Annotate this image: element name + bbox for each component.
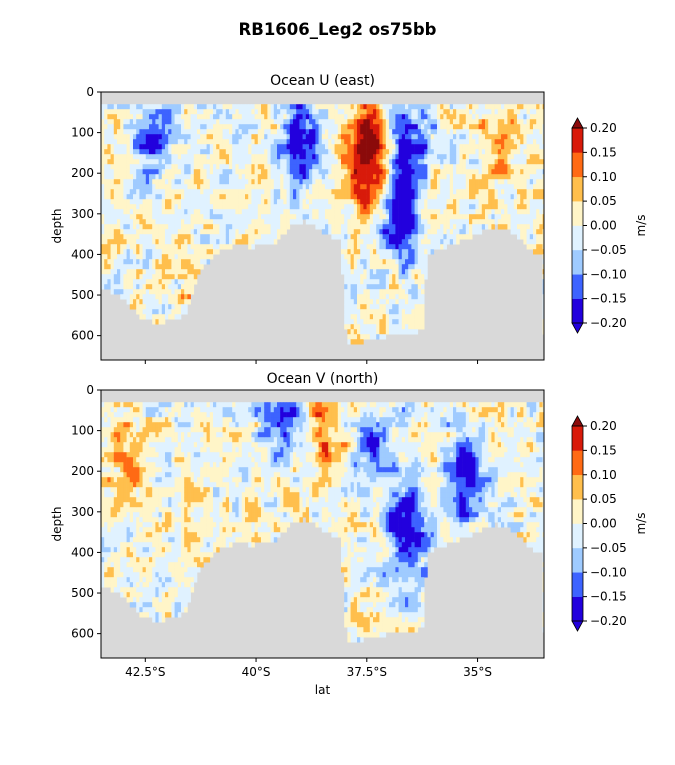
- colorbar-tick-label: −0.15: [590, 292, 627, 306]
- colorbar-tick-label: 0.05: [590, 492, 617, 506]
- colorbar-tick-label: −0.05: [590, 541, 627, 555]
- colorbar-segment: [572, 201, 583, 226]
- velocity-field: [101, 402, 544, 643]
- x-tick-label: 42.5°S: [125, 665, 165, 679]
- colorbar-tick-label: 0.00: [590, 517, 617, 531]
- y-tick-label: 400: [71, 247, 94, 261]
- colorbar-tick-label: −0.10: [590, 267, 627, 281]
- colorbar-tick-label: 0.10: [590, 468, 617, 482]
- colorbar-extend-low: [571, 620, 584, 632]
- colorbar-segment: [572, 596, 583, 622]
- y-tick-label: 500: [71, 288, 94, 302]
- colorbar-segment: [572, 298, 583, 324]
- y-axis-label: depth: [50, 507, 64, 542]
- colorbar-segment: [572, 572, 583, 597]
- colorbar-extend-high: [571, 415, 584, 427]
- colorbar-segment: [572, 547, 583, 573]
- colorbar-tick-label: 0.15: [590, 145, 617, 159]
- colorbar-tick-label: −0.15: [590, 590, 627, 604]
- colorbar-tick-label: 0.20: [590, 121, 617, 135]
- colorbar-label: m/s: [634, 215, 648, 237]
- panel-title: Ocean U (east): [270, 73, 375, 89]
- colorbar-tick-label: −0.05: [590, 243, 627, 257]
- x-tick-label: 37.5°S: [347, 665, 387, 679]
- colorbar-tick-label: −0.20: [590, 614, 627, 628]
- y-axis-label: depth: [50, 209, 64, 244]
- colorbar-segment: [572, 450, 583, 476]
- y-tick-label: 200: [71, 464, 94, 478]
- colorbar-segment: [572, 128, 583, 153]
- axes-frame: [100, 91, 545, 361]
- y-tick-label: 400: [71, 545, 94, 559]
- colorbar-segment: [572, 176, 583, 202]
- panel-ocean-v: Ocean V (north) 0 100 200 300 400 500 600 depth 4…: [50, 371, 648, 697]
- colorbar-extend-high: [571, 117, 584, 129]
- y-tick-label: 100: [71, 424, 94, 438]
- colorbar-label: m/s: [634, 513, 648, 535]
- panel-ocean-u: Ocean U (east) 0 100 200 300 400 500 600 depth 0.…: [50, 73, 648, 364]
- colorbar-tick-label: −0.20: [590, 316, 627, 330]
- y-tick-label: 600: [71, 627, 94, 641]
- figure-title: RB1606_Leg2 os75bb: [238, 20, 437, 39]
- colorbar-segment: [572, 426, 583, 451]
- y-tick-label: 200: [71, 166, 94, 180]
- colorbar-segment: [572, 499, 583, 524]
- colorbar-segment: [572, 274, 583, 299]
- y-tick-label: 300: [71, 207, 94, 221]
- colorbar-tick-label: 0.10: [590, 170, 617, 184]
- y-tick-label: 500: [71, 586, 94, 600]
- axes-frame: [100, 389, 545, 659]
- y-tick-label: 600: [71, 329, 94, 343]
- colorbar-segment: [572, 523, 583, 549]
- colorbar-segment: [572, 152, 583, 178]
- y-tick-label: 0: [86, 383, 94, 397]
- velocity-field: [101, 104, 544, 345]
- y-tick-label: 300: [71, 505, 94, 519]
- panel-title: Ocean V (north): [267, 371, 379, 387]
- colorbar: 0.20 0.15 0.10 0.05 0.00 −0.05 −0.10 −0.15 −0.20…: [571, 415, 648, 632]
- y-tick-label: 100: [71, 126, 94, 140]
- colorbar: 0.20 0.15 0.10 0.05 0.00 −0.05 −0.10 −0.15 −0.20…: [571, 117, 648, 334]
- colorbar-tick-label: −0.10: [590, 565, 627, 579]
- colorbar-segment: [572, 474, 583, 500]
- colorbar-tick-label: 0.20: [590, 419, 617, 433]
- x-tick-label: 35°S: [463, 665, 492, 679]
- colorbar-tick-label: 0.05: [590, 194, 617, 208]
- y-tick-label: 0: [86, 85, 94, 99]
- colorbar-tick-label: 0.00: [590, 219, 617, 233]
- x-tick-label: 40°S: [242, 665, 271, 679]
- colorbar-segment: [572, 225, 583, 251]
- x-axis-label: lat: [315, 683, 331, 697]
- colorbar-segment: [572, 249, 583, 275]
- colorbar-extend-low: [571, 322, 584, 334]
- colorbar-tick-label: 0.15: [590, 443, 617, 457]
